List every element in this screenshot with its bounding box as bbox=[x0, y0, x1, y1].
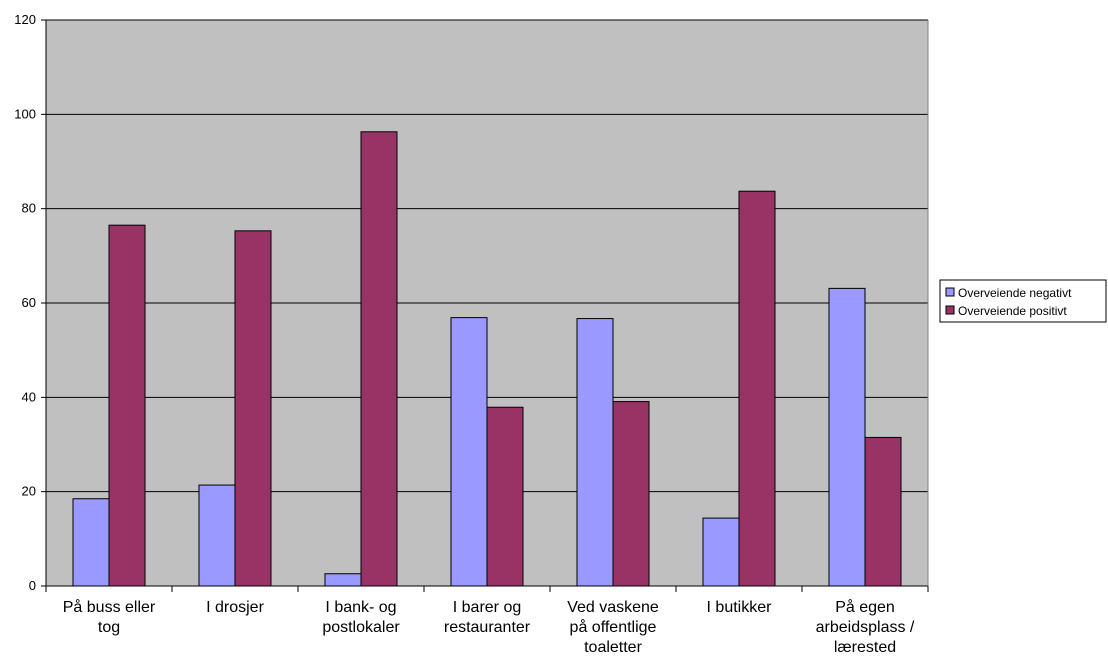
bar bbox=[612, 401, 650, 587]
bar bbox=[702, 517, 740, 587]
y-tick-label: 60 bbox=[22, 295, 36, 310]
y-tick-label: 120 bbox=[14, 12, 36, 27]
x-tick-label: lærested bbox=[834, 639, 896, 656]
legend-label: Overveiende negativt bbox=[958, 286, 1072, 300]
x-tick-label: I bank- og bbox=[325, 599, 396, 616]
bar bbox=[360, 131, 398, 587]
x-tick-label: I barer og bbox=[453, 599, 521, 616]
y-tick-label: 80 bbox=[22, 201, 36, 216]
x-tick-label: restauranter bbox=[444, 619, 531, 636]
x-tick-label: På buss eller bbox=[63, 598, 156, 616]
x-tick-label: I drosjer bbox=[206, 599, 264, 616]
x-tick-label: Ved vaskene bbox=[567, 599, 659, 616]
axes bbox=[45, 20, 929, 592]
bar bbox=[828, 287, 866, 587]
y-tick-labels: 0 20 40 60 80 100 120 bbox=[14, 12, 36, 593]
x-tick-label: På egen bbox=[835, 598, 895, 616]
bar bbox=[450, 317, 488, 587]
legend-box bbox=[939, 279, 1107, 323]
bar bbox=[108, 224, 146, 587]
x-tick-label: tog bbox=[98, 619, 120, 636]
x-tick-label: postlokaler bbox=[322, 619, 400, 636]
bar bbox=[234, 230, 272, 587]
bar bbox=[198, 484, 236, 587]
y-tick-label: 0 bbox=[29, 578, 36, 593]
y-tick-label: 40 bbox=[22, 389, 36, 404]
x-tick-label: I butikker bbox=[707, 599, 773, 616]
legend-swatch bbox=[945, 305, 955, 315]
x-tick-labels: På buss eller tog I drosjer I bank- og postl… bbox=[63, 598, 915, 656]
legend-swatch bbox=[945, 287, 955, 297]
y-tick-label: 100 bbox=[14, 106, 36, 121]
x-tick-label: arbeidsplass / bbox=[816, 619, 915, 636]
legend-label: Overveiende positivt bbox=[958, 304, 1067, 318]
x-tick-label: på offentlige bbox=[570, 618, 657, 636]
bar bbox=[576, 318, 614, 587]
bar bbox=[864, 436, 902, 587]
y-tick-label: 20 bbox=[22, 484, 36, 499]
x-tick-label: toaletter bbox=[584, 639, 642, 656]
bar bbox=[486, 406, 524, 587]
legend: Overveiende negativt Overveiende positivt bbox=[939, 279, 1107, 323]
bar bbox=[324, 573, 362, 587]
bar bbox=[72, 498, 110, 587]
bar bbox=[738, 190, 776, 587]
bars bbox=[72, 131, 902, 587]
